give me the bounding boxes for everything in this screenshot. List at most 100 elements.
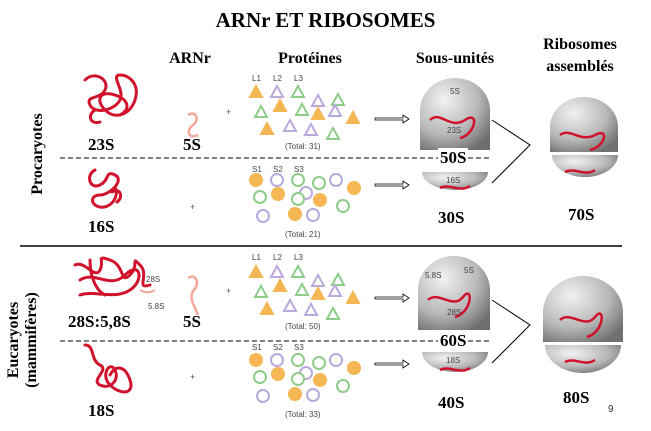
- large-subunit-protein-icon: [325, 305, 341, 320]
- subunit-label-5s: 5S: [450, 87, 460, 96]
- small-subunit-protein-icon: [313, 373, 327, 387]
- header-assembles: assemblés: [546, 58, 614, 75]
- header-proteines: Protéines: [278, 50, 342, 67]
- large-subunit-protein-icon: [330, 91, 346, 106]
- plus-icon: +: [190, 202, 195, 212]
- small-subunit-protein-icon: [306, 388, 320, 402]
- header-arnr: ARNr: [169, 50, 211, 67]
- large-subunit-protein-icon: [272, 97, 288, 112]
- total-small-eucaryotes: (Total: 33): [285, 410, 321, 419]
- subunit-label-5s-euc: 5S: [464, 266, 474, 275]
- large-subunit-protein-icon: [290, 263, 306, 278]
- label-50s: 50S: [438, 148, 469, 168]
- total-large-procaryotes: (Total: 31): [285, 142, 321, 151]
- large-subunit-protein-icon: [303, 301, 319, 316]
- ribosome-80s-icon: [543, 276, 623, 373]
- page-number: 9: [608, 404, 614, 415]
- arrow-icon: [374, 293, 410, 303]
- large-subunit-protein-icon: [248, 263, 264, 278]
- plus-icon: +: [226, 107, 231, 117]
- rna-16s-icon: [88, 168, 123, 209]
- label-5s-eucaryotes: 5S: [183, 312, 201, 331]
- small-subunit-protein-icon: [312, 176, 326, 190]
- rna-5s-icon-procaryotes: [187, 112, 199, 138]
- small-subunit-protein-icon: [336, 199, 350, 213]
- total-large-eucaryotes: (Total: 50): [285, 322, 321, 331]
- label-23s: 23S: [88, 135, 115, 154]
- protein-type-s3: S3: [294, 165, 304, 174]
- small-subunit-protein-icon: [249, 173, 263, 187]
- large-subunit-protein-icon: [345, 109, 361, 124]
- label-70s: 70S: [568, 205, 595, 224]
- subunit-label-16s: 16S: [446, 176, 461, 185]
- small-subunit-protein-icon: [291, 372, 305, 386]
- plus-icon: +: [226, 286, 231, 296]
- small-subunit-protein-icon: [249, 353, 263, 367]
- header-sous-unites: Sous-unités: [415, 50, 495, 67]
- large-subunit-protein-icon: [345, 289, 361, 304]
- subunit-30s-icon: [422, 172, 488, 190]
- small-subunit-protein-icon: [270, 353, 284, 367]
- protein-type-s3-euc: S3: [294, 343, 304, 352]
- large-subunit-protein-icon: [327, 102, 343, 117]
- label-40s: 40S: [438, 393, 465, 412]
- small-subunit-protein-icon: [291, 173, 305, 187]
- subunit-label-58s: 5.8S: [425, 271, 442, 280]
- subunit-label-18s: 18S: [446, 356, 461, 365]
- small-subunit-protein-icon: [329, 173, 343, 187]
- small-subunit-protein-icon: [270, 173, 284, 187]
- protein-type-s1: S1: [252, 165, 262, 174]
- protein-type-l1: L1: [252, 74, 261, 83]
- small-subunit-protein-icon: [288, 387, 302, 401]
- label-18s: 18S: [88, 401, 115, 420]
- protein-type-l2: L2: [273, 74, 282, 83]
- large-subunit-protein-icon: [330, 271, 346, 286]
- large-subunit-protein-icon: [248, 83, 264, 98]
- label-80s: 80S: [563, 388, 590, 407]
- small-subunit-protein-icon: [329, 353, 343, 367]
- large-subunit-protein-icon: [253, 283, 269, 298]
- small-subunit-protein-icon: [271, 187, 285, 201]
- large-subunit-protein-icon: [310, 92, 326, 107]
- total-small-procaryotes: (Total: 21): [285, 230, 321, 239]
- subunit-label-23s: 23S: [447, 126, 462, 135]
- small-subunit-protein-icon: [291, 353, 305, 367]
- small-subunit-protein-icon: [313, 193, 327, 207]
- protein-type-l3-euc: L3: [294, 253, 303, 262]
- protein-type-l1-euc: L1: [252, 253, 261, 262]
- callout-58s: 5.8S: [148, 302, 165, 311]
- small-subunit-protein-icon: [256, 389, 270, 403]
- ribosome-70s-icon: [550, 97, 618, 177]
- subunit-50s-icon: [420, 78, 490, 150]
- callout-28s: 28S: [146, 275, 161, 284]
- protein-type-l3: L3: [294, 74, 303, 83]
- protein-type-l2-euc: L2: [273, 253, 282, 262]
- large-subunit-protein-icon: [269, 83, 285, 98]
- rna-5s-icon-eucaryotes: [187, 275, 200, 316]
- rna-23s-icon: [83, 73, 138, 125]
- small-subunit-protein-icon: [347, 181, 361, 195]
- protein-type-s2-euc: S2: [273, 343, 283, 352]
- small-subunit-protein-icon: [347, 361, 361, 375]
- protein-type-s1-euc: S1: [252, 343, 262, 352]
- large-subunit-protein-icon: [282, 117, 298, 132]
- large-subunit-protein-icon: [259, 120, 275, 135]
- large-subunit-protein-icon: [310, 285, 326, 300]
- small-subunit-protein-icon: [288, 207, 302, 221]
- small-subunit-protein-icon: [271, 367, 285, 381]
- large-subunit-protein-icon: [259, 300, 275, 315]
- header-ribosomes: Ribosomes: [543, 36, 617, 53]
- large-subunit-protein-icon: [327, 282, 343, 297]
- small-subunit-protein-icon: [306, 208, 320, 222]
- slide-title: ARNr ET RIBOSOMES: [215, 8, 436, 32]
- protein-type-s2: S2: [273, 165, 283, 174]
- label-16s: 16S: [88, 217, 115, 236]
- subunit-label-28s: 28S: [447, 308, 462, 317]
- subunit-60s-icon: [418, 256, 490, 330]
- large-subunit-protein-icon: [294, 101, 310, 116]
- small-subunit-protein-icon: [291, 192, 305, 206]
- large-subunit-protein-icon: [310, 272, 326, 287]
- large-subunit-protein-icon: [272, 277, 288, 292]
- arrow-icon: [374, 114, 410, 124]
- large-subunit-protein-icon: [310, 105, 326, 120]
